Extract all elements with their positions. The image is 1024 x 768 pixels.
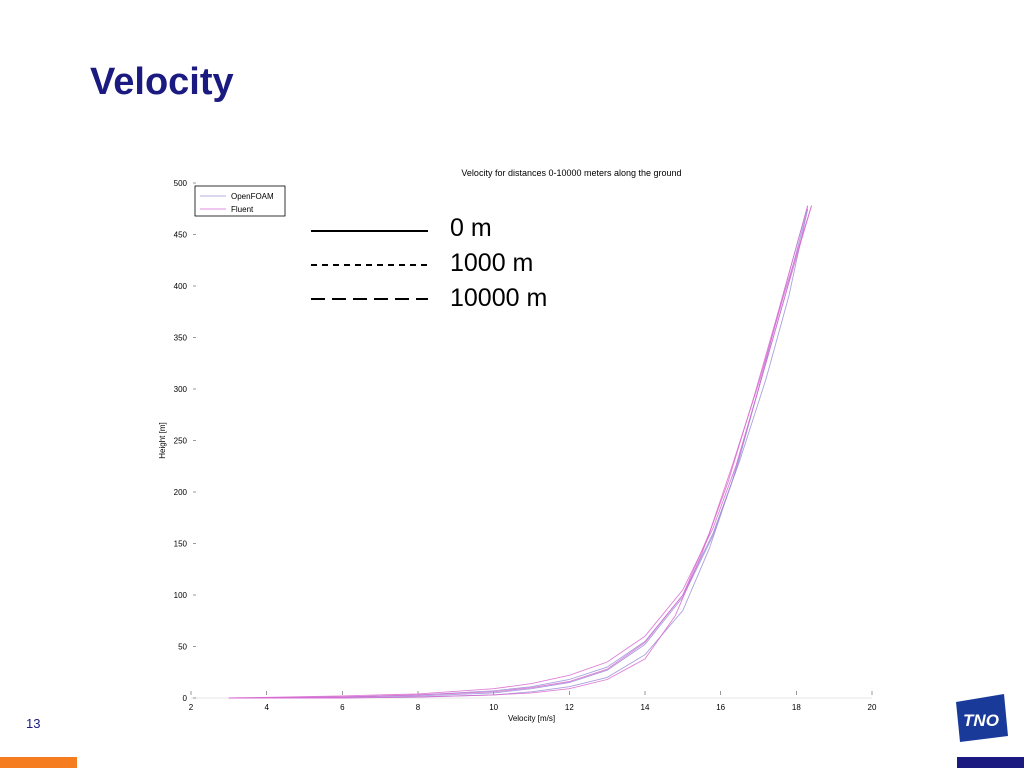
series-line-openfoam-1000m [228,208,809,699]
tno-logo-icon: TNO [956,694,1008,742]
x-axis-label: Velocity [m/s] [508,714,555,723]
logo-text: TNO [963,711,999,730]
series-line-openfoam-0m [228,208,809,699]
logo-shape [956,694,1008,742]
annotation-label-10000m: 10000 m [450,284,548,312]
series-line-openfoam-10000m [228,205,809,699]
page-number: 13 [26,716,41,731]
x-tick-label: 4 [264,703,269,712]
x-tick-label: 8 [416,703,421,712]
x-tick-label: 16 [716,703,725,712]
y-axis-label: Height [m] [158,422,167,458]
x-tick-label: 20 [868,703,877,712]
footer-bar-navy [957,757,1024,768]
x-tick-label: 18 [792,703,801,712]
x-tick-label: 6 [340,703,345,712]
x-tick-label: 14 [641,703,650,712]
y-tick-label: 200 [174,488,188,497]
y-tick-label: 300 [174,385,188,394]
y-tick-label: 50 [178,643,187,652]
footer-bar-orange [0,757,77,768]
y-tick-label: 450 [174,231,188,240]
y-tick-label: 400 [174,282,188,291]
series-line-fluent-10000m [228,205,809,699]
series-line-fluent-1000m [228,205,812,699]
y-tick-label: 100 [174,591,188,600]
x-tick-label: 10 [489,703,498,712]
y-tick-label: 0 [183,694,188,703]
slide-title: Velocity [90,61,234,103]
y-tick-label: 500 [174,179,188,188]
legend-label: OpenFOAM [231,192,274,201]
series-line-fluent-0m [228,205,812,699]
annotation-label-1000m: 1000 m [450,249,534,277]
annotation-label-0m: 0 m [450,214,492,242]
chart-title: Velocity for distances 0-10000 meters al… [461,168,681,178]
y-tick-label: 150 [174,540,188,549]
legend-label: Fluent [231,205,254,214]
x-tick-label: 12 [565,703,574,712]
y-tick-label: 350 [174,334,188,343]
legend-box [194,185,286,217]
y-tick-label: 250 [174,437,188,446]
x-tick-label: 2 [189,703,194,712]
